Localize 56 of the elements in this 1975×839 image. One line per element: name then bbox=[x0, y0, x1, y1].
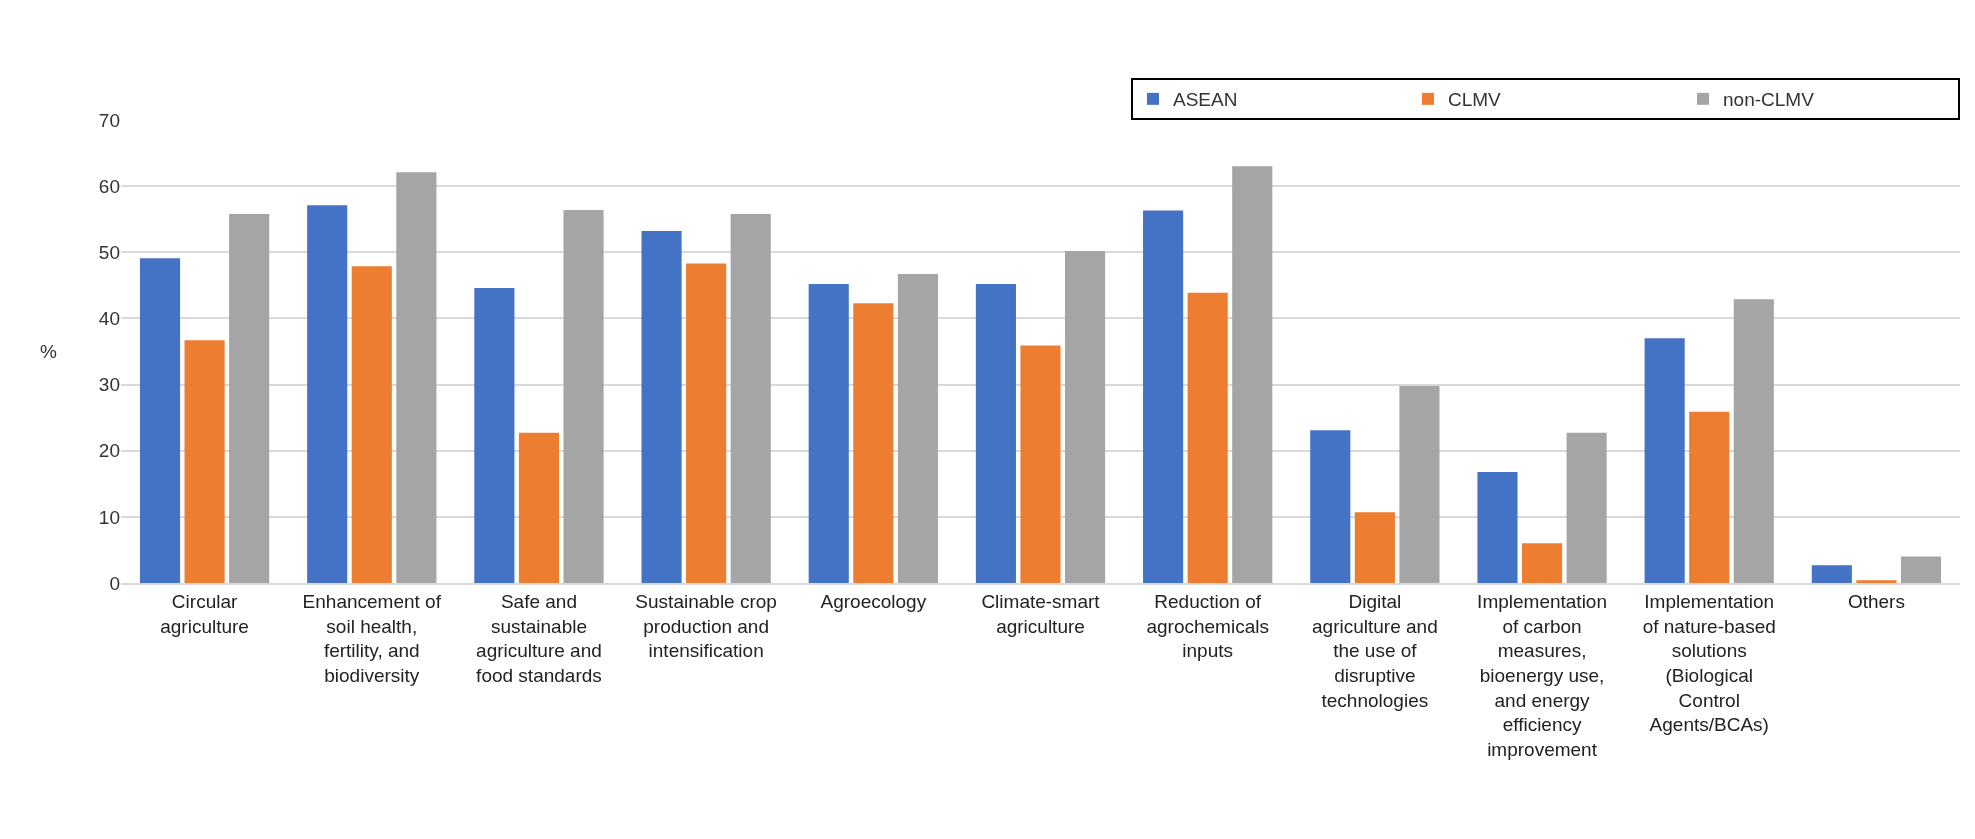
x-tick-label: Implementation of carbon measures, bioenergy use, and energy efficiency improvement bbox=[1477, 590, 1607, 760]
x-tick-label: Safe and sustainable agriculture and food standards bbox=[476, 590, 602, 686]
bar bbox=[1310, 430, 1351, 583]
y-tick-label: 60 bbox=[98, 175, 120, 197]
bar bbox=[351, 266, 392, 583]
y-tick-label: 0 bbox=[109, 572, 120, 594]
bar bbox=[1733, 299, 1774, 583]
bar bbox=[1399, 385, 1440, 583]
y-tick-label: 10 bbox=[98, 506, 120, 528]
bar bbox=[897, 274, 938, 583]
bar bbox=[139, 258, 181, 583]
bar bbox=[1020, 345, 1061, 583]
bar bbox=[1900, 556, 1942, 583]
legend-label: CLMV bbox=[1448, 89, 1502, 111]
bar bbox=[229, 213, 270, 583]
bar bbox=[1065, 250, 1106, 583]
bar bbox=[1566, 432, 1607, 583]
x-tick-label: Reduction of agrochemicals inputs bbox=[1146, 590, 1269, 662]
legend-label: ASEAN bbox=[1173, 89, 1238, 111]
bar bbox=[730, 213, 771, 583]
bar bbox=[396, 172, 437, 583]
bar bbox=[1811, 565, 1852, 583]
x-tick-label: Agroecology bbox=[820, 590, 927, 612]
x-tick-label: Sustainable crop production and intensification bbox=[635, 590, 777, 662]
y-axis-title: % bbox=[40, 341, 57, 362]
bar bbox=[474, 288, 515, 583]
bar bbox=[1354, 512, 1395, 583]
legend-label: non-CLMV bbox=[1723, 89, 1815, 111]
bar bbox=[518, 432, 560, 583]
bar bbox=[1187, 292, 1228, 583]
x-tick-label: Implementation of nature-based solutions (Biological Control Agents/BCAs) bbox=[1642, 590, 1776, 736]
y-tick-label: 50 bbox=[98, 241, 120, 263]
bar bbox=[1477, 471, 1518, 583]
x-tick-label: Circular agriculture bbox=[160, 590, 249, 637]
bar bbox=[853, 303, 894, 583]
bar bbox=[307, 205, 348, 583]
x-tick-label: Climate-smart agriculture bbox=[981, 590, 1101, 637]
bar bbox=[808, 284, 849, 583]
x-tick-label: Digital agriculture and the use of disruptive technologies bbox=[1312, 590, 1438, 711]
bar bbox=[1644, 338, 1685, 583]
y-tick-label: 30 bbox=[98, 374, 120, 396]
bar bbox=[563, 209, 604, 583]
bar bbox=[184, 340, 225, 583]
x-tick-label: Enhancement of soil health, fertility, and biodiversity bbox=[302, 590, 442, 686]
bar bbox=[975, 284, 1016, 583]
y-tick-label: 20 bbox=[98, 440, 120, 462]
bar bbox=[1143, 210, 1184, 583]
bar bbox=[1856, 580, 1897, 583]
bar bbox=[1521, 543, 1563, 583]
y-tick-label: 40 bbox=[98, 308, 120, 330]
bar bbox=[1232, 166, 1273, 583]
x-tick-label: Others bbox=[1847, 590, 1905, 612]
y-tick-label: 70 bbox=[98, 109, 120, 131]
bar bbox=[641, 231, 682, 583]
bar bbox=[686, 263, 727, 583]
bar bbox=[1689, 411, 1730, 583]
